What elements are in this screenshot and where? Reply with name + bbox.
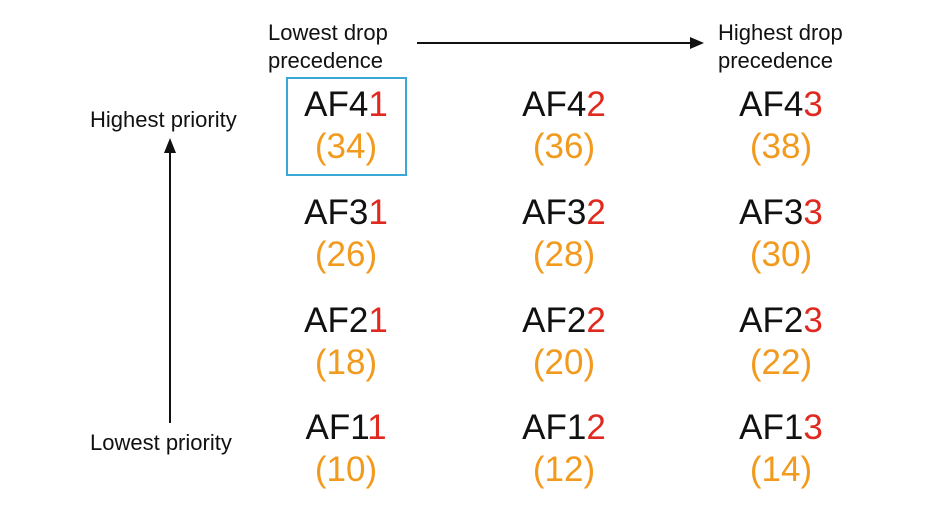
highest-priority-label: Highest priority [90,107,237,132]
highest-drop-precedence-label: Highest drop precedence [718,19,843,75]
dscp-value: (18) [314,343,378,382]
dscp-value: (36) [532,127,596,166]
af-cell-af33: AF33 (30) [721,192,841,276]
dscp-value: (22) [749,343,813,382]
af-class-prefix: AF1 [522,408,587,447]
af-cell-af13: AF13 (14) [721,407,841,491]
af-cell-af42: AF42 (36) [504,84,624,168]
af-class-name: AF23 [721,300,841,342]
lowest-priority-label: Lowest priority [90,430,232,455]
drop-precedence-digit: 2 [586,85,606,124]
drop-precedence-digit: 2 [586,301,606,340]
drop-precedence-digit: 2 [586,193,606,232]
drop-precedence-digit: 1 [368,85,388,124]
dscp-value: (26) [314,235,378,274]
af-class-name: AF33 [721,192,841,234]
af-cell-af31: AF31 (26) [286,192,406,276]
af-class-name: AF12 [504,407,624,449]
dscp-value: (10) [314,450,378,489]
drop-precedence-digit: 3 [803,301,823,340]
af-class-prefix: AF3 [304,193,369,232]
highest-drop-precedence-line-1: Highest drop [718,20,843,45]
dscp-value: (12) [532,450,596,489]
dscp-value: (28) [532,235,596,274]
af-class-name: AF22 [504,300,624,342]
af-class-prefix: AF4 [522,85,587,124]
drop-precedence-digit: 1 [368,301,388,340]
af-cell-af23: AF23 (22) [721,300,841,384]
af-class-name: AF31 [286,192,406,234]
af-cell-af12: AF12 (12) [504,407,624,491]
drop-precedence-digit: 1 [368,193,388,232]
af-class-name: AF13 [721,407,841,449]
af-class-name: AF41 [286,84,406,126]
af-class-prefix: AF2 [522,301,587,340]
af-cell-af32: AF32 (28) [504,192,624,276]
lowest-drop-precedence-label: Lowest drop precedence [268,19,388,75]
af-class-prefix: AF4 [304,85,369,124]
af-cell-af41: AF41 (34) [286,84,406,168]
af-class-prefix: AF2 [304,301,369,340]
af-class-name: AF43 [721,84,841,126]
af-class-name: AF21 [286,300,406,342]
priority-arrow [164,138,176,423]
drop-precedence-digit: 3 [803,408,823,447]
dscp-value: (14) [749,450,813,489]
highlight-box [286,77,407,176]
lowest-drop-precedence-line-1: Lowest drop [268,20,388,45]
drop-precedence-digit: 3 [803,85,823,124]
af-class-name: AF11 [286,407,406,449]
lowest-drop-precedence-line-2: precedence [268,48,383,73]
dscp-value: (38) [749,127,813,166]
af-cell-af43: AF43 (38) [721,84,841,168]
highest-drop-precedence-line-2: precedence [718,48,833,73]
af-class-prefix: AF4 [739,85,804,124]
af-class-prefix: AF3 [739,193,804,232]
drop-precedence-digit: 1 [367,408,387,447]
af-class-name: AF42 [504,84,624,126]
af-class-prefix: AF3 [522,193,587,232]
af-cell-af22: AF22 (20) [504,300,624,384]
dscp-value: (34) [314,127,378,166]
af-class-name: AF32 [504,192,624,234]
af-cell-af21: AF21 (18) [286,300,406,384]
af-class-prefix: AF1 [739,408,804,447]
dscp-value: (20) [532,343,596,382]
drop-precedence-digit: 3 [803,193,823,232]
af-class-prefix: AF2 [739,301,804,340]
af-class-prefix: AF1 [305,408,368,447]
af-cell-af11: AF11 (10) [286,407,406,491]
drop-precedence-digit: 2 [586,408,606,447]
dscp-value: (30) [749,235,813,274]
drop-precedence-arrow [417,37,704,49]
